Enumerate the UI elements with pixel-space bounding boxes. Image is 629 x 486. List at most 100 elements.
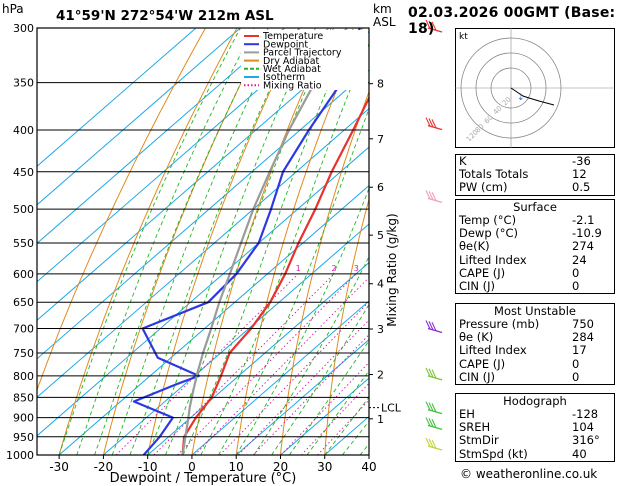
isotherm-line — [37, 28, 330, 283]
axes: 3003504004505005506006507007508008509009… — [6, 22, 402, 474]
index-row-tt: Totals Totals 12 — [456, 167, 614, 182]
surface-row: CIN (J) 0 — [456, 278, 614, 293]
isotherm-line — [37, 28, 197, 167]
km-tick-label: 6 — [377, 181, 384, 194]
km-tick-label: 3 — [377, 323, 384, 336]
wind-barb — [425, 117, 443, 131]
surface-row: CAPE (J) 0 — [456, 265, 614, 280]
surface-value: 0 — [572, 265, 580, 280]
wind-barb — [425, 367, 443, 381]
surface-table: Surface Temp (°C) -2.1 Dewp (°C) -10.9 θe(… — [455, 199, 615, 295]
isotherm-line — [37, 28, 241, 206]
surface-row: Lifted Index 24 — [456, 252, 614, 267]
isotherm-line — [280, 377, 369, 455]
mu-value: 17 — [572, 343, 587, 358]
index-label: Totals Totals — [459, 167, 529, 182]
surface-label: CAPE (J) — [459, 265, 506, 280]
most-unstable-table: Most Unstable Pressure (mb) 750 θe (K) 284… — [455, 303, 615, 385]
km-label: km — [373, 2, 392, 16]
index-value: 12 — [572, 167, 587, 182]
wind-barb — [425, 320, 443, 334]
datetime-title: 02.03.2026 00GMT (Base: 18) — [408, 5, 616, 37]
wind-barb — [425, 437, 443, 451]
x-tick-label: 0 — [188, 460, 196, 474]
km-tick-label: 7 — [377, 133, 384, 146]
mu-label: CAPE (J) — [459, 356, 506, 371]
dry-adiabat-line — [619, 28, 629, 455]
km-tick-label: 2 — [377, 369, 384, 382]
wind-barb — [425, 19, 443, 33]
isotherm-line — [58, 184, 369, 455]
mu-value: 750 — [572, 317, 594, 331]
mixing-ratio-label: 1 — [296, 264, 301, 273]
isotherm-line — [147, 261, 369, 455]
index-label: K — [459, 154, 467, 168]
surface-row: Temp (°C) -2.1 — [456, 213, 614, 227]
surface-label: CIN (J) — [459, 278, 496, 293]
hodo-value: 316° — [572, 433, 600, 448]
surface-value: 274 — [572, 239, 594, 254]
pressure-tick-label: 800 — [13, 370, 34, 383]
mu-value: 284 — [572, 330, 594, 345]
pressure-tick-label: 850 — [13, 391, 34, 404]
plot-frame — [36, 27, 370, 456]
parcel-trajectory-series — [181, 28, 348, 455]
most-unstable-title: Most Unstable — [494, 304, 576, 318]
isotherm-line — [37, 107, 369, 398]
hodo-row: StmSpd (kt) 40 — [456, 447, 614, 461]
pressure-tick-label: 550 — [13, 237, 34, 250]
mixing-ratio-label: 2 — [332, 264, 337, 273]
hodograph-trace: ⇣ — [510, 87, 555, 106]
surface-label: Temp (°C) — [459, 213, 517, 227]
pressure-tick-label: 750 — [13, 347, 34, 360]
mu-value: 0 — [572, 369, 580, 384]
pressure-tick-label: 650 — [13, 296, 34, 309]
wind-barb — [425, 417, 443, 431]
surface-row: θe(K) 274 — [456, 240, 614, 253]
wet-adiabat-line — [58, 28, 241, 455]
hodo-row: SREH 104 — [456, 420, 614, 435]
wet-adiabat-line — [147, 28, 316, 455]
isotherm-line — [37, 28, 285, 244]
surface-value: -10.9 — [572, 226, 602, 241]
mixing-ratio-line — [153, 273, 335, 455]
km-tick-label: 8 — [377, 78, 384, 91]
x-axis-label: Dewpoint / Temperature (°C) — [110, 471, 297, 486]
index-row-pw: PW (cm) 0.5 — [456, 181, 614, 194]
km-tick-label: 1 — [377, 413, 384, 426]
surface-label: Lifted Index — [459, 252, 527, 267]
legend-label: Dry Adiabat — [263, 56, 320, 67]
hodograph-trace-line — [510, 87, 555, 106]
x-tick-label: -20 — [94, 460, 114, 474]
mu-row: CAPE (J) 0 — [456, 356, 614, 371]
x-tick-label: 10 — [229, 460, 244, 474]
mu-row: Lifted Index 17 — [456, 344, 614, 357]
surface-value: -2.1 — [572, 213, 595, 227]
pressure-tick-label: 700 — [13, 323, 34, 336]
x-tick-label: -30 — [49, 460, 69, 474]
mixing-ratio-axis-label: Mixing Ratio (g/kg) — [385, 213, 399, 326]
x-tick-label: 20 — [273, 460, 288, 474]
index-label: PW (cm) — [459, 180, 508, 195]
hodo-row: EH -128 — [456, 407, 614, 421]
pressure-tick-label: 950 — [13, 431, 34, 444]
isotherm-line — [235, 338, 369, 455]
pressure-tick-label: 350 — [13, 77, 34, 90]
hodo-label: SREH — [459, 420, 491, 435]
hodograph-ring-label: 80 — [474, 122, 486, 134]
dry-adiabat-line — [324, 197, 369, 455]
surface-label: Dewp (°C) — [459, 226, 519, 241]
wet-adiabat-line — [76, 28, 255, 455]
km-tick-label: 4 — [377, 278, 384, 291]
mu-label: CIN (J) — [459, 369, 496, 384]
pressure-tick-label: 600 — [13, 268, 34, 281]
mu-row: CIN (J) 0 — [456, 369, 614, 384]
storm-motion-icon: ⇣ — [517, 93, 525, 103]
wind-barb — [425, 190, 443, 203]
x-tick-label: -10 — [138, 460, 158, 474]
hodo-label: StmDir — [459, 433, 499, 448]
pressure-tick-label: 500 — [13, 203, 34, 216]
surface-value: 0 — [572, 278, 580, 293]
hodograph-unit: kt — [459, 32, 468, 42]
